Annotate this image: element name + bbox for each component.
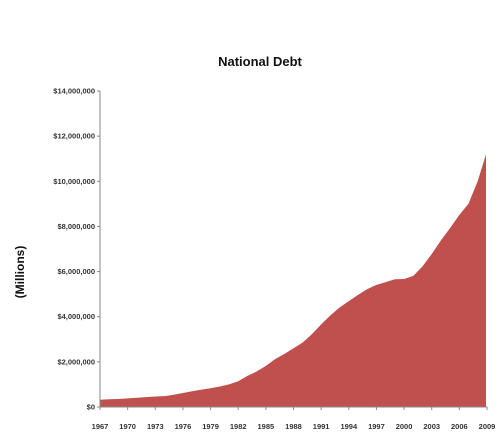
- y-tick-label: $6,000,000: [57, 267, 95, 276]
- x-tick-label: 1997: [368, 422, 385, 431]
- y-tick-label: $0: [87, 403, 95, 412]
- x-tick-label: 2009: [479, 422, 496, 431]
- y-axis-ticks: $0 $2,000,000 $4,000,000 $6,000,000 $8,000,0…: [53, 87, 100, 412]
- y-tick-label: $12,000,000: [53, 132, 95, 141]
- x-axis-ticks: 1967 1970 1973 1976 1979 1982 1985 1988 1991 1994…: [92, 407, 496, 431]
- y-tick-label: $8,000,000: [57, 222, 95, 231]
- x-tick-label: 1985: [258, 422, 275, 431]
- y-tick-label: $2,000,000: [57, 357, 95, 366]
- debt-area-series: [100, 145, 486, 408]
- x-tick-label: 1988: [285, 422, 302, 431]
- series-layer: [100, 145, 486, 408]
- x-tick-label: 1967: [92, 422, 109, 431]
- axis-layer: [99, 91, 487, 408]
- x-tick-label: 1994: [340, 422, 358, 431]
- x-tick-label: 1991: [313, 422, 330, 431]
- y-axis-label: (Millions): [13, 246, 27, 299]
- x-tick-label: 2003: [423, 422, 440, 431]
- x-tick-label: 1976: [175, 422, 192, 431]
- x-tick-label: 1982: [230, 422, 247, 431]
- y-tick-label: $4,000,000: [57, 312, 95, 321]
- y-tick-label: $14,000,000: [53, 87, 95, 96]
- chart-title: National Debt: [218, 54, 302, 69]
- x-tick-label: 2006: [451, 422, 468, 431]
- x-tick-label: 1979: [202, 422, 219, 431]
- y-tick-label: $10,000,000: [53, 177, 95, 186]
- x-tick-label: 1973: [147, 422, 164, 431]
- x-tick-label: 1970: [119, 422, 136, 431]
- x-tick-label: 2000: [396, 422, 413, 431]
